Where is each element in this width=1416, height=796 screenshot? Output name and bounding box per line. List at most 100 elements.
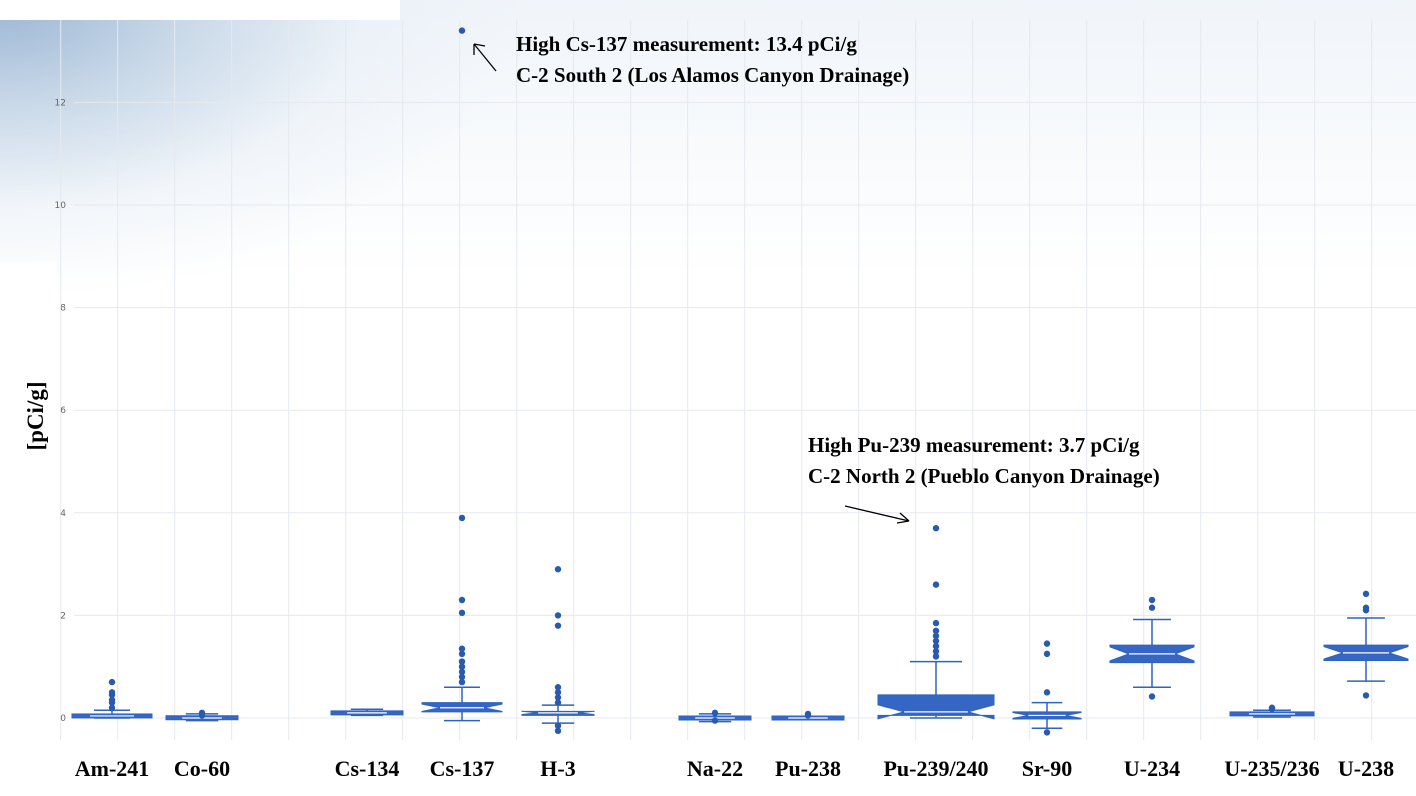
outlier-point xyxy=(554,694,562,701)
annotation-pu239-line2: C-2 North 2 (Pueblo Canyon Drainage) xyxy=(808,464,1160,488)
x-label-sr90: Sr-90 xyxy=(1021,756,1073,781)
box-am-241 xyxy=(71,678,153,719)
box-body xyxy=(877,694,995,720)
outlier-point xyxy=(554,622,562,629)
outlier-point xyxy=(1362,590,1370,598)
arrow-cs137-head xyxy=(473,43,486,55)
outlier-point xyxy=(458,668,466,676)
box-cs-137 xyxy=(421,27,503,722)
outlier-point xyxy=(554,722,562,729)
outlier-point xyxy=(108,696,116,704)
annotation-arrows xyxy=(473,43,910,524)
outlier-point xyxy=(1362,604,1370,611)
outlier-point xyxy=(932,619,940,627)
box-h-3 xyxy=(521,566,595,735)
outlier-point xyxy=(1148,596,1156,604)
outlier-point xyxy=(458,673,466,681)
box-u-238 xyxy=(1323,590,1409,699)
box-pu-238 xyxy=(771,710,845,721)
arrow-pu239 xyxy=(844,505,910,522)
outlier-point xyxy=(108,678,116,686)
box-na-22 xyxy=(678,709,752,724)
grid-lines xyxy=(60,20,1416,740)
outlier-point xyxy=(458,645,466,652)
arrow-pu239-head xyxy=(896,512,910,524)
outlier-point xyxy=(554,566,562,573)
outlier-point xyxy=(1148,693,1156,700)
outlier-point xyxy=(1148,604,1156,611)
y-tick-label: 8 xyxy=(60,304,66,314)
outlier-point xyxy=(198,709,206,717)
outlier-point xyxy=(554,689,562,696)
outlier-point xyxy=(108,704,116,711)
x-label-pu238: Pu-238 xyxy=(775,756,841,781)
box-pu-239-240 xyxy=(877,524,995,720)
outlier-point xyxy=(458,596,466,604)
x-label-u238: U-238 xyxy=(1337,756,1395,781)
annotation-cs137: High Cs-137 measurement: 13.4 pCi/g C-2 … xyxy=(516,29,909,91)
outlier-point xyxy=(458,678,466,686)
outlier-point xyxy=(458,663,466,670)
outlier-point xyxy=(711,717,719,724)
y-tick-label: 0 xyxy=(60,714,66,724)
box-series xyxy=(71,27,1409,736)
outlier-point xyxy=(932,581,940,588)
x-label-co60: Co-60 xyxy=(173,756,231,781)
x-label-am241: Am-241 xyxy=(74,756,150,781)
y-tick-label: 12 xyxy=(55,98,66,108)
y-axis-label: [pCi/g] xyxy=(23,381,48,451)
outlier-point xyxy=(1268,704,1276,711)
outlier-point xyxy=(554,684,562,691)
arrow-cs137 xyxy=(473,43,497,72)
outlier-point xyxy=(932,648,940,655)
outlier-point xyxy=(932,627,940,634)
outlier-point xyxy=(932,524,940,532)
outlier-point xyxy=(554,612,562,619)
box-sr-90 xyxy=(1012,640,1082,736)
y-label-panel xyxy=(0,262,56,572)
x-label-u234: U-234 xyxy=(1123,756,1181,781)
annotation-cs137-line2: C-2 South 2 (Los Alamos Canyon Drainage) xyxy=(516,63,910,87)
outlier-point xyxy=(711,709,719,717)
outlier-point xyxy=(1043,650,1051,658)
outlier-point xyxy=(1043,729,1051,736)
x-label-pu239-240: Pu-239/240 xyxy=(883,756,989,781)
x-label-h3: H-3 xyxy=(540,756,576,781)
annotation-pu239: High Pu-239 measurement: 3.7 pCi/g C-2 N… xyxy=(808,430,1160,492)
box-co-60 xyxy=(165,709,239,722)
x-label-band xyxy=(0,740,1416,796)
outlier-point xyxy=(458,514,466,522)
outlier-point xyxy=(108,689,116,696)
outlier-point xyxy=(932,637,940,645)
y-tick-label: 2 xyxy=(60,611,66,621)
x-label-cs137: Cs-137 xyxy=(429,756,495,781)
outlier-point xyxy=(804,710,812,718)
outlier-point xyxy=(458,650,466,658)
y-tick-label: 10 xyxy=(55,201,67,211)
outlier-point xyxy=(1362,692,1370,699)
box-u-234 xyxy=(1109,596,1195,700)
y-tick-label: 4 xyxy=(60,509,66,519)
outlier-point xyxy=(458,658,466,665)
outlier-point xyxy=(554,699,562,706)
outlier-point xyxy=(554,727,562,735)
x-label-u235-236: U-235/236 xyxy=(1224,756,1320,781)
top-mask xyxy=(0,0,400,20)
annotation-pu239-line1: High Pu-239 measurement: 3.7 pCi/g xyxy=(808,433,1140,457)
outlier-point xyxy=(458,609,466,617)
outlier-point xyxy=(1043,689,1051,696)
x-label-cs134: Cs-134 xyxy=(334,756,400,781)
outlier-point xyxy=(1043,640,1051,647)
y-tick-labels: 0 2 4 6 8 10 12 xyxy=(55,98,67,724)
box-u-235-236 xyxy=(1229,704,1315,718)
box-cs-134 xyxy=(330,708,404,717)
outlier-point xyxy=(932,653,940,660)
outlier-point xyxy=(932,642,940,650)
y-tick-label: 6 xyxy=(60,406,66,416)
outlier-point xyxy=(458,27,466,34)
annotation-cs137-line1: High Cs-137 measurement: 13.4 pCi/g xyxy=(516,32,857,56)
x-label-na22: Na-22 xyxy=(686,756,744,781)
outlier-point xyxy=(932,632,940,640)
